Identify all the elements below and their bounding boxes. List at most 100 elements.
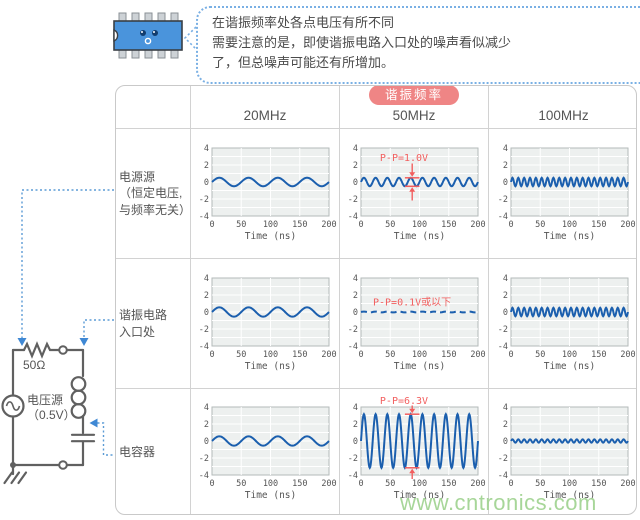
source-label-line-1: 电压源 [27,393,63,407]
svg-text:4: 4 [353,144,358,154]
svg-text:-2: -2 [348,325,358,335]
plot-entrance-20mhz: 4 2 0 -2 -4 0 50 100 150 200 Time (ns) [191,259,340,389]
svg-text:2: 2 [204,161,209,171]
svg-text:0: 0 [209,220,214,230]
svg-text:200: 200 [321,479,336,489]
svg-text:4: 4 [204,144,209,154]
plot-power-source-50mhz: 4 2 0 -2 -4 0 50 100 150 200 Time (ns) P-P=1.0V [340,129,489,259]
svg-text:-2: -2 [199,454,209,464]
svg-text:200: 200 [470,479,485,489]
row-label-circuit-entrance: 谐振电路 入口处 [116,259,191,389]
svg-text:150: 150 [591,220,606,230]
svg-text:150: 150 [441,350,456,360]
svg-text:100: 100 [263,350,278,360]
svg-text:0: 0 [502,308,507,318]
svg-text:2: 2 [353,161,358,171]
svg-text:-4: -4 [497,471,507,481]
watermark: www.cntronics.com [400,490,597,515]
svg-text:4: 4 [353,274,358,284]
svg-text:100: 100 [561,350,576,360]
svg-text:4: 4 [353,403,358,413]
svg-text:2: 2 [204,420,209,430]
probe-arrowheads [17,338,98,428]
pp-annotation: P-P=0.1V或以下 [373,296,451,308]
chip-mouth [144,37,152,45]
svg-text:0: 0 [353,308,358,318]
svg-text:0: 0 [209,479,214,489]
waveform-line [509,437,629,444]
svg-text:100: 100 [412,479,427,489]
waveform-table: 20MHz 谐振频率 50MHz 100MHz 电源源 （恒定电压, 与频率无关… [115,85,637,515]
svg-text:100: 100 [561,479,576,489]
resistor-label: 50Ω [23,358,45,372]
svg-text:150: 150 [441,220,456,230]
waveform-line [509,305,629,318]
svg-text:50: 50 [385,479,395,489]
svg-text:0: 0 [204,437,209,447]
svg-text:0: 0 [353,178,358,188]
svg-text:150: 150 [292,220,307,230]
svg-text:100: 100 [263,479,278,489]
svg-text:-2: -2 [497,325,507,335]
svg-text:Time (ns): Time (ns) [245,490,296,501]
svg-text:0: 0 [358,479,363,489]
chip-eye-right [152,30,158,36]
plot-capacitor-20mhz: 4 2 0 -2 -4 0 50 100 150 200 Time (ns) [191,389,340,514]
svg-text:0: 0 [502,178,507,188]
note-line-3: 了，但总噪声可能还有所增加。 [212,55,395,71]
col-label-100mhz: 100MHz [538,108,589,123]
svg-text:-2: -2 [199,195,209,205]
svg-text:-2: -2 [348,454,358,464]
chip-body [113,20,183,51]
probe-connector-lines [21,189,117,456]
svg-text:200: 200 [620,350,635,360]
svg-text:Time (ns): Time (ns) [245,361,296,372]
svg-text:4: 4 [204,274,209,284]
svg-text:50: 50 [535,350,545,360]
svg-text:150: 150 [591,479,606,489]
speech-bubble-tail [183,26,197,50]
waveform-line [211,176,330,187]
circuit-wires [3,341,96,485]
svg-text:150: 150 [292,350,307,360]
svg-text:200: 200 [470,220,485,230]
pp-annotation: P-P=1.0V [380,153,428,164]
svg-text:50: 50 [236,350,246,360]
svg-text:150: 150 [292,479,307,489]
sine-glyph [5,401,21,411]
plot-power-source-100mhz: 4 2 0 -2 -4 0 50 100 150 200 Time (ns) [489,129,636,259]
row-label-capacitor: 电容器 [116,389,191,514]
chip-eye-left [140,30,146,36]
waveform-line [211,305,330,318]
svg-text:50: 50 [385,220,395,230]
svg-text:0: 0 [204,308,209,318]
svg-text:0: 0 [508,350,513,360]
svg-text:200: 200 [470,350,485,360]
plot-capacitor-50mhz: 4 2 0 -2 -4 0 50 100 150 200 Time (ns) P-P=6.3V [340,389,489,514]
svg-text:4: 4 [204,403,209,413]
svg-text:0: 0 [358,220,363,230]
svg-text:Time (ns): Time (ns) [394,490,445,501]
svg-text:-2: -2 [497,195,507,205]
svg-text:0: 0 [353,437,358,447]
svg-text:100: 100 [561,220,576,230]
svg-text:-4: -4 [497,212,507,222]
svg-text:-4: -4 [199,342,209,352]
speech-bubble: 在谐振频率处各点电压有所不同 需要注意的是，即使谐振电路入口处的噪声看似减少 了… [196,6,640,84]
svg-text:Time (ns): Time (ns) [394,361,445,372]
svg-text:Time (ns): Time (ns) [394,231,445,242]
svg-text:100: 100 [412,350,427,360]
svg-text:-2: -2 [497,454,507,464]
header-100mhz: 100MHz [489,86,636,129]
svg-text:100: 100 [412,220,427,230]
note-line-2: 需要注意的是，即使谐振电路入口处的噪声看似减少 [212,35,512,51]
header-20mhz: 20MHz [191,86,340,129]
svg-text:150: 150 [591,350,606,360]
waveform-line [211,434,330,447]
svg-text:Time (ns): Time (ns) [543,231,594,242]
waveform-line [509,175,629,188]
